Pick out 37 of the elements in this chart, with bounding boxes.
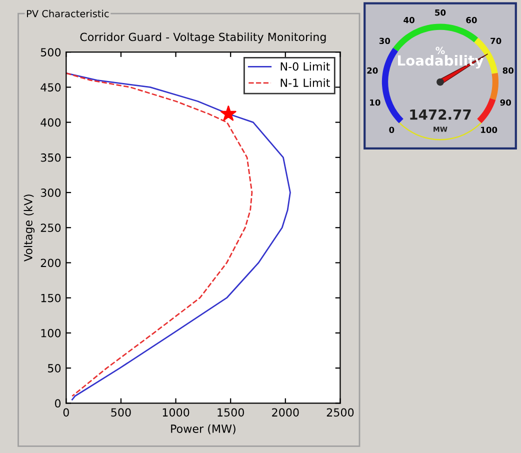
- x-tick-label: 0: [63, 408, 69, 417]
- text: PV Characteristic: [27, 10, 109, 18]
- category-label: 50: [435, 9, 446, 16]
- x-tick-label: 1000: [162, 408, 190, 417]
- x-axis-title: Power (MW): [171, 424, 236, 434]
- y-tick-label: 350: [40, 153, 61, 162]
- category-label: 20: [367, 67, 378, 74]
- category-label: 70: [490, 38, 502, 44]
- text: 1472.77: [410, 109, 471, 120]
- y-tick-label: 100: [41, 328, 61, 338]
- category-label: 30: [379, 38, 390, 44]
- category-label: 40: [404, 16, 414, 24]
- category-label: 80: [502, 67, 514, 74]
- y-tick-label: 200: [40, 258, 61, 268]
- category-label: 0: [389, 126, 394, 134]
- text: %: [436, 46, 445, 54]
- chart-title: Corridor Guard - Voltage Stability Monitoring: [80, 32, 326, 44]
- y-tick-label: 450: [40, 83, 61, 92]
- y-tick-label: 150: [41, 294, 61, 302]
- y-tick-label: 300: [40, 188, 61, 197]
- x-tick-label: 1500: [218, 408, 244, 417]
- legend-label: N-0 Limit: [280, 62, 330, 71]
- category-label: 10: [370, 99, 380, 106]
- line-series: [66, 72, 253, 397]
- x-tick-label: 2500: [326, 408, 354, 417]
- y-tick-label: 500: [40, 48, 61, 56]
- y-axis-title: Voltage (kV): [24, 194, 35, 262]
- legend-label: N-1 Limit: [280, 78, 330, 87]
- x-tick-label: 2000: [272, 408, 299, 417]
- category-label: 60: [466, 16, 477, 24]
- y-tick-label: 0: [54, 399, 61, 408]
- category-label: 100: [481, 126, 498, 134]
- y-tick-label: 400: [40, 118, 61, 127]
- y-tick-label: 250: [40, 224, 61, 232]
- x-tick-label: 500: [111, 408, 131, 417]
- y-tick-label: 50: [48, 364, 61, 372]
- category-label: 90: [500, 99, 511, 106]
